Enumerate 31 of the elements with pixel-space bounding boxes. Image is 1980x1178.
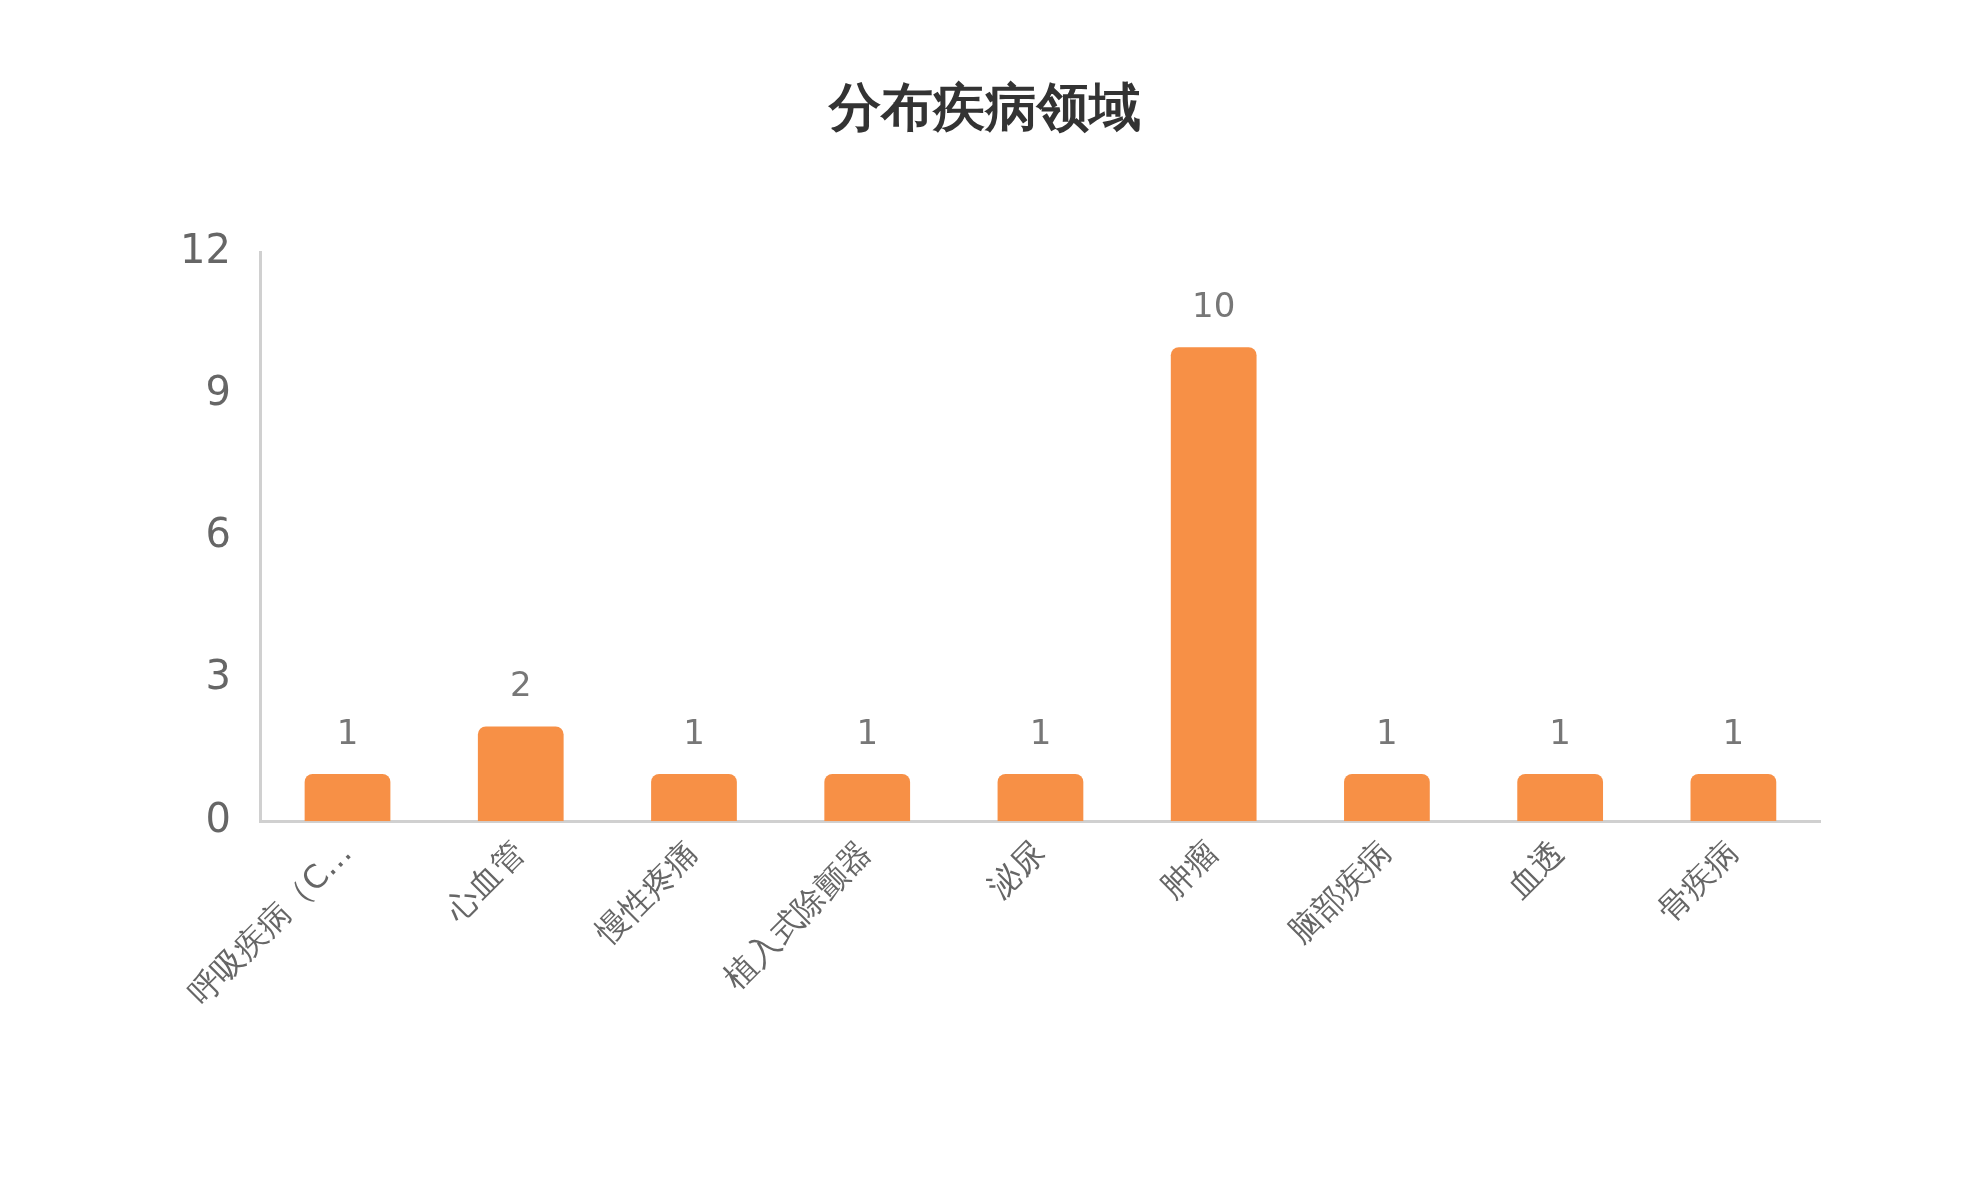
x-tick-label: 植入式除颤器 bbox=[716, 833, 879, 997]
bar bbox=[1344, 773, 1430, 822]
bar bbox=[304, 773, 391, 822]
data-label: 1 bbox=[683, 711, 705, 752]
bar bbox=[1690, 773, 1777, 822]
y-tick-label: 9 bbox=[205, 368, 231, 415]
data-label: 10 bbox=[1192, 285, 1236, 326]
x-tick-label: 心血管 bbox=[436, 833, 533, 929]
chart-title: 分布疾病领域 bbox=[827, 76, 1141, 137]
x-tick-label: 脑部疾病 bbox=[1281, 833, 1399, 951]
bar bbox=[477, 726, 564, 822]
data-label: 2 bbox=[509, 664, 532, 705]
data-label: 1 bbox=[1376, 711, 1398, 752]
y-tick-label: 3 bbox=[205, 652, 231, 699]
data-label: 1 bbox=[1029, 711, 1052, 752]
x-tick-label: 骨疾病 bbox=[1650, 833, 1745, 929]
x-tick-label: 泌尿 bbox=[979, 833, 1052, 906]
y-tick-label: 6 bbox=[205, 510, 231, 557]
data-label: 1 bbox=[1549, 711, 1571, 752]
data-label: 1 bbox=[336, 711, 359, 752]
bar bbox=[1517, 773, 1604, 822]
data-label: 1 bbox=[856, 711, 879, 752]
bar bbox=[1170, 347, 1257, 822]
y-tick-label: 12 bbox=[179, 225, 231, 272]
bar bbox=[824, 773, 911, 822]
x-tick-label: 肿瘤 bbox=[1153, 833, 1226, 906]
bar bbox=[651, 773, 737, 822]
x-tick-label: 慢性疼痛 bbox=[587, 833, 706, 952]
x-tick-label: 血透 bbox=[1499, 833, 1572, 906]
bar bbox=[997, 773, 1084, 822]
data-label: 1 bbox=[1722, 711, 1745, 752]
